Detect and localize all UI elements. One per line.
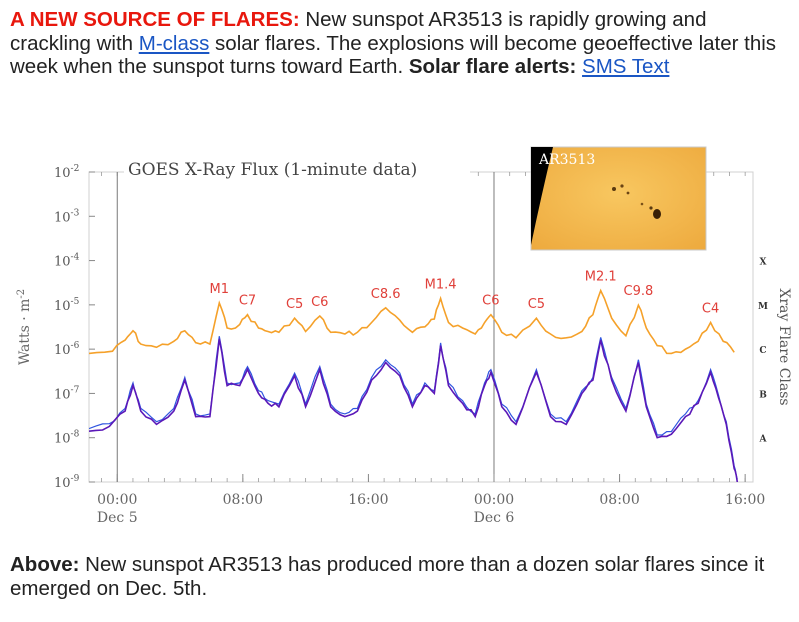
y-tick-label: 10-7 xyxy=(54,385,80,402)
sunspot-ar3513 xyxy=(653,209,661,219)
flare-label: C4 xyxy=(702,301,719,316)
x-tick-label: 16:00 xyxy=(348,492,388,508)
flare-label: C8.6 xyxy=(371,287,401,302)
caption: Above: New sunspot AR3513 has produced m… xyxy=(10,553,790,601)
flare-class-tick-label: A xyxy=(759,435,768,445)
y-tick-label: 10-6 xyxy=(54,341,80,358)
sunspot-inset-image: AR3513 xyxy=(530,146,707,251)
sunspot-small-2 xyxy=(620,184,624,188)
x-tick-sublabel: Dec 6 xyxy=(474,510,515,526)
x-tick-label: 08:00 xyxy=(223,492,263,508)
flare-class-tick-label: M xyxy=(758,302,768,312)
alerts-label: Solar flare alerts: xyxy=(408,55,577,78)
goes-xray-flux-chart: 10-2 10-3 10-4 10-5 10-6 10-7 10-8 10-9 00:00 Dec… xyxy=(16,146,792,526)
flare-label: C9.8 xyxy=(624,284,654,299)
flare-label: C5 xyxy=(528,297,545,312)
headline: A NEW SOURCE OF FLARES: xyxy=(10,8,300,31)
flare-label: C6 xyxy=(482,294,499,309)
sun-surface xyxy=(530,146,707,251)
y-tick-label: 10-2 xyxy=(54,164,79,181)
series-short-channel-alt-line xyxy=(89,336,738,480)
inset-label: AR3513 xyxy=(538,152,595,168)
x-tick-label: 16:00 xyxy=(725,492,765,508)
x-tick-label: 00:00 xyxy=(474,492,514,508)
sunspot-small-1 xyxy=(612,187,616,191)
flare-label: M1.4 xyxy=(425,277,457,292)
sms-text-link[interactable]: SMS Text xyxy=(582,55,670,78)
flare-label: M2.1 xyxy=(585,270,617,285)
x-tick-label: 00:00 xyxy=(97,492,137,508)
y-tick-label: 10-8 xyxy=(54,430,80,447)
flare-label: C5 xyxy=(286,297,303,312)
intro-text-2: solar flares. The explosions will become… xyxy=(10,31,777,79)
flare-label: C7 xyxy=(239,294,256,309)
m-class-link[interactable]: M-class xyxy=(138,31,210,55)
chart-title: GOES X-Ray Flux (1-minute data) xyxy=(128,160,417,180)
space-background xyxy=(531,147,553,245)
right-axis-label: Xray Flare Class xyxy=(776,288,792,405)
series-short-channel-line xyxy=(89,338,739,482)
intro-text-1: New sunspot AR3513 is rapidly growing an… xyxy=(10,8,707,55)
x-tick-sublabel: Dec 5 xyxy=(97,510,138,526)
y-axis-label: Watts · m-2 xyxy=(16,289,33,365)
flare-class-tick-label: B xyxy=(759,390,767,400)
title-background xyxy=(124,158,470,180)
y-tick-label: 10-5 xyxy=(54,297,80,314)
series-long-channel-line xyxy=(89,288,735,355)
caption-text: New sunspot AR3513 has produced more tha… xyxy=(10,553,765,600)
flare-label: M1 xyxy=(210,282,230,297)
flare-class-tick-label: C xyxy=(759,346,766,356)
caption-label: Above: xyxy=(10,553,80,576)
sunspot-small-3 xyxy=(626,191,630,195)
sunspot-small-4 xyxy=(640,202,644,206)
y-tick-label: 10-3 xyxy=(54,208,80,225)
intro-paragraph: A NEW SOURCE OF FLARES: New sunspot AR35… xyxy=(10,8,790,79)
sunspot-small-5 xyxy=(649,206,653,210)
flare-label: C6 xyxy=(311,295,328,310)
y-tick-label: 10-9 xyxy=(54,474,80,491)
x-tick-label: 08:00 xyxy=(599,492,639,508)
flare-class-tick-label: X xyxy=(760,258,767,268)
y-tick-label: 10-4 xyxy=(54,253,80,270)
